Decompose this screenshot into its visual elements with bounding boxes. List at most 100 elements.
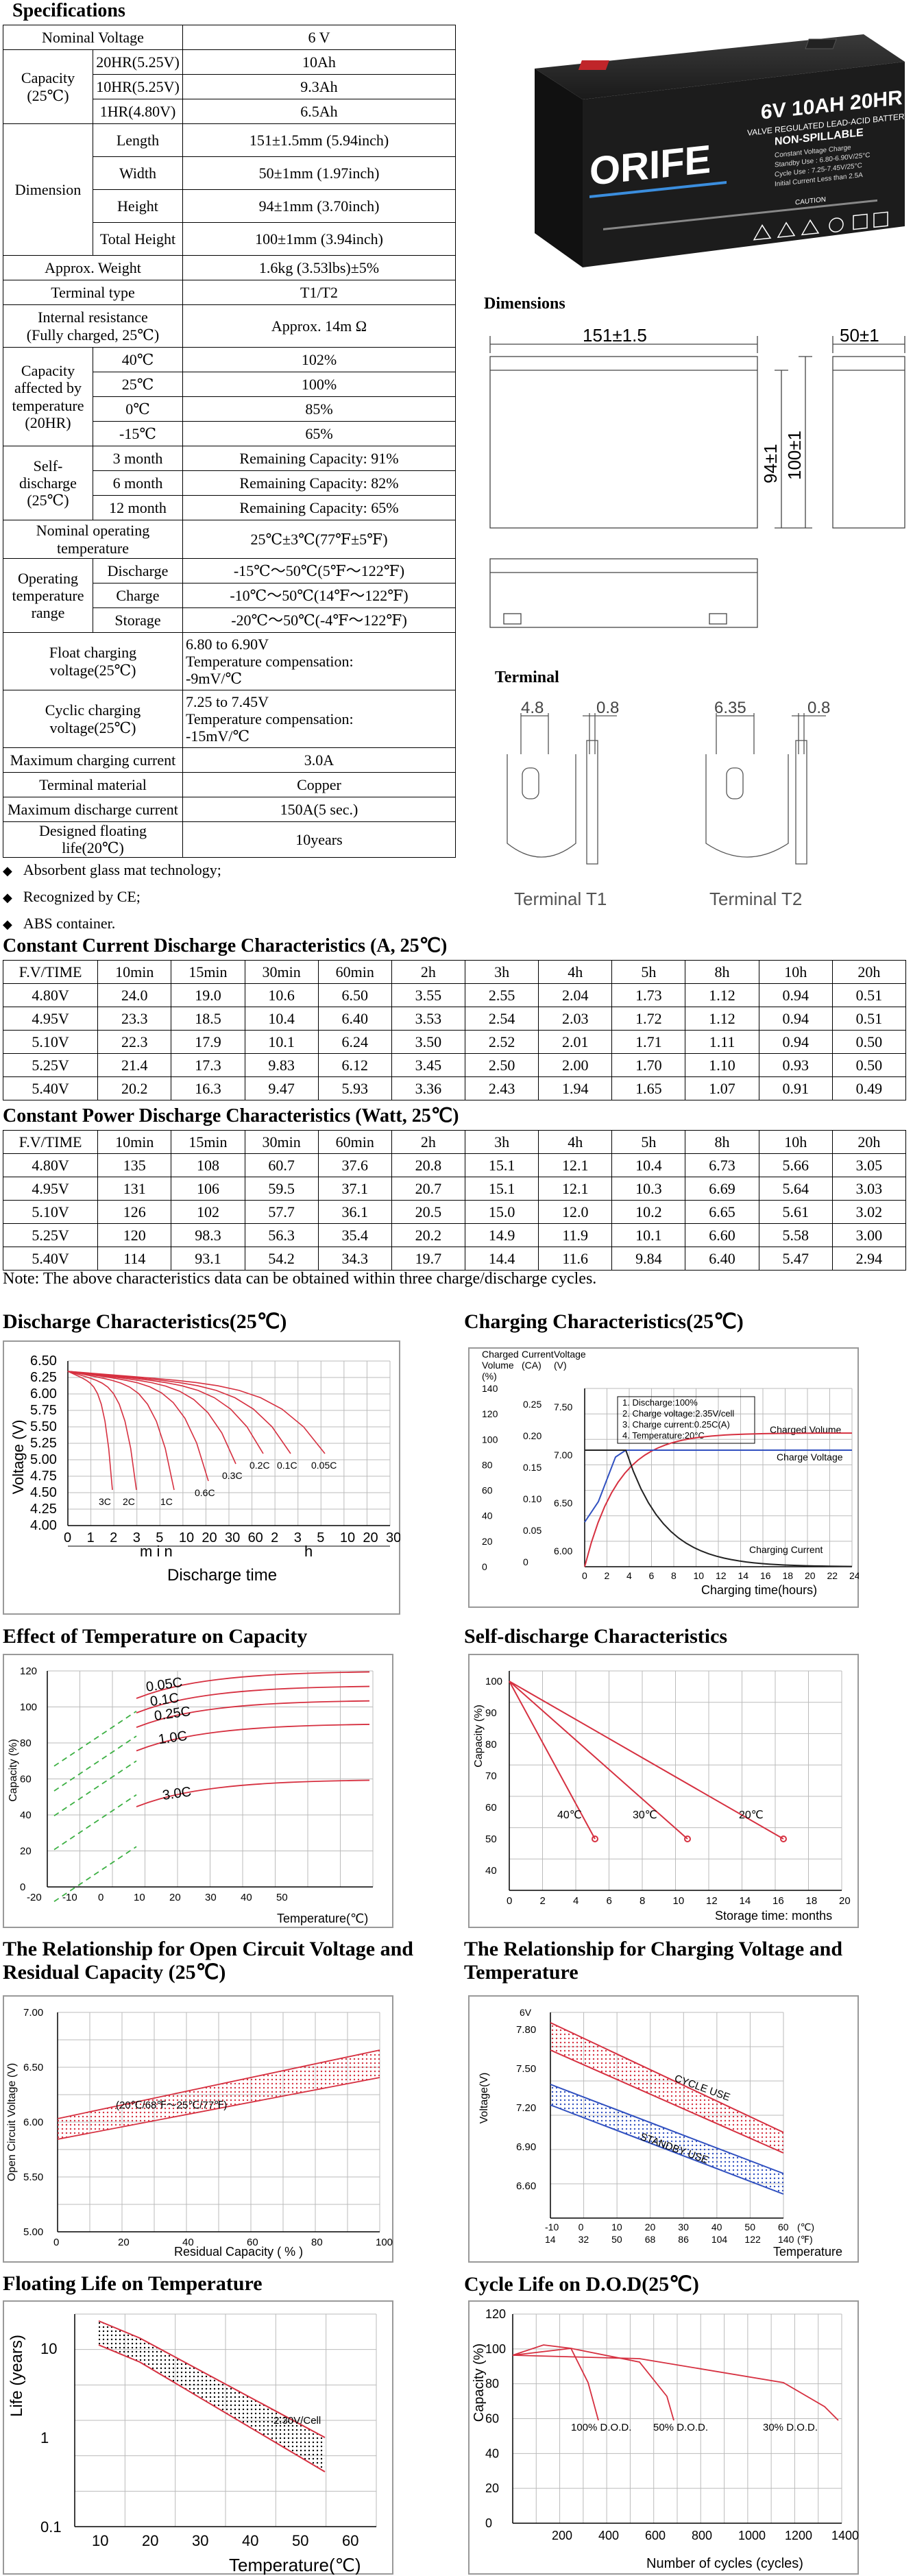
op-range-t: Charge bbox=[93, 583, 183, 608]
x-tick-label: 10 bbox=[673, 1895, 685, 1907]
x-tick-label: 20 bbox=[118, 2237, 130, 2248]
y-tick-label: 40 bbox=[20, 1809, 32, 1821]
x-axis-label: Number of cycles (cycles) bbox=[646, 2556, 803, 2571]
dim-name: Length bbox=[93, 123, 183, 157]
table-cell: 20.7 bbox=[391, 1177, 465, 1201]
curve-label: 30% D.O.D. bbox=[763, 2422, 818, 2433]
y-tick-label: 10 bbox=[40, 2340, 57, 2357]
x-tick-label: 100 bbox=[376, 2237, 393, 2248]
table-cell: 22.3 bbox=[97, 1030, 172, 1054]
x-tick-label: 10 bbox=[179, 1530, 194, 1545]
cap-value: 10Ah bbox=[182, 49, 456, 75]
table-row: 4.95V 131 106 59.5 37.1 20.7 15.1 12.1 10.3 6.69 5… bbox=[2, 1177, 907, 1201]
y-tick-label: 6.90 bbox=[516, 2141, 536, 2153]
table-cell: 10.1 bbox=[611, 1223, 686, 1247]
float-life-title: Floating Life on Temperature bbox=[3, 2272, 263, 2295]
y1-tick-label: 0 bbox=[482, 1561, 487, 1572]
table-cell: 9.84 bbox=[611, 1247, 686, 1271]
x-tick-label: 40 bbox=[182, 2237, 194, 2248]
curve-label: 40℃ bbox=[557, 1809, 582, 1821]
x-tick-label: 0 bbox=[98, 1892, 104, 1903]
ocv-title: The Relationship for Open Circuit Voltag… bbox=[3, 1938, 413, 1984]
table-cell: 114 bbox=[97, 1247, 172, 1271]
float-value: 6.80 to 6.90V Temperature compensation: -9… bbox=[182, 632, 456, 690]
band-label: 2.30V/Cell bbox=[273, 2415, 321, 2427]
y-tick-label: 6.25 bbox=[30, 1370, 57, 1385]
y-tick-label: 100 bbox=[20, 1702, 37, 1713]
x-tick-label: 0 bbox=[582, 1570, 587, 1581]
temp-curve-green bbox=[53, 1735, 137, 1792]
self-discharge-line bbox=[509, 1681, 784, 1840]
table-row: 5.25V 120 98.3 56.3 35.4 20.2 14.9 11.9 10.1 6.60… bbox=[2, 1223, 907, 1247]
curve-label: 100% D.O.D. bbox=[571, 2422, 631, 2433]
table-cell: 2.55 bbox=[464, 983, 539, 1007]
chart-frame bbox=[468, 2300, 859, 2575]
cap-rate: 10HR(5.25V) bbox=[93, 74, 183, 99]
table-cell: 60.7 bbox=[244, 1153, 319, 1177]
table-cell: 11.9 bbox=[538, 1223, 613, 1247]
unit-c-label: (℃) bbox=[797, 2222, 814, 2232]
h-label: h bbox=[304, 1543, 313, 1560]
nominal-voltage: 6 V bbox=[182, 25, 456, 50]
y3-tick-label: 7.50 bbox=[554, 1401, 572, 1412]
table-cell: 0.94 bbox=[758, 983, 833, 1007]
table-cell: 3h bbox=[464, 960, 539, 984]
spec-title: Specifications bbox=[12, 0, 125, 21]
temp-curve-red bbox=[136, 1700, 370, 1729]
discharge-curve bbox=[67, 1371, 113, 1491]
y-tick-label: 5.25 bbox=[30, 1436, 57, 1451]
x-tick-label: 20 bbox=[363, 1530, 378, 1545]
x-tick-f: 86 bbox=[678, 2234, 689, 2245]
x-tick-c: 10 bbox=[611, 2222, 622, 2232]
table-note: Note: The above characteristics data can… bbox=[3, 1270, 597, 1288]
y-tick-label: 7.50 bbox=[516, 2063, 536, 2075]
temp-curve-green bbox=[53, 1760, 137, 1816]
cap-temp-v: 65% bbox=[182, 421, 456, 446]
t2-label: Terminal T2 bbox=[709, 889, 802, 909]
feature-item: Recognized by CE; bbox=[3, 884, 221, 911]
x-tick-f: 32 bbox=[579, 2234, 589, 2245]
y-tick-label: 100 bbox=[485, 1676, 502, 1687]
table-cell: 2h bbox=[391, 1130, 465, 1154]
cc-discharge-table: F.V/TIME 10min 15min 30min 60min 2h 3h 4h 5h 8h 10… bbox=[2, 960, 907, 1100]
table-cell: 3.03 bbox=[831, 1177, 907, 1201]
table-cell: 0.94 bbox=[758, 1007, 833, 1031]
chart-note: 3. Charge current:0.25C(A) bbox=[622, 1419, 730, 1430]
table-cell: 3.05 bbox=[831, 1153, 907, 1177]
cyclic-label: Cyclic charging voltage(25℃) bbox=[3, 690, 183, 748]
table-cell: 20h bbox=[831, 1130, 907, 1154]
x-tick-label: 5 bbox=[317, 1530, 324, 1545]
table-cell: 57.7 bbox=[244, 1200, 319, 1224]
curve-label: 0.2C bbox=[249, 1460, 270, 1471]
caution-text: CAUTION bbox=[795, 196, 826, 207]
float-band bbox=[99, 2321, 325, 2472]
y-tick-label: 60 bbox=[485, 2412, 499, 2426]
table-cell: 60min bbox=[317, 1130, 392, 1154]
resistance-value: Approx. 14m Ω bbox=[182, 304, 456, 348]
y-axis-label: Capacity (%) bbox=[8, 1739, 19, 1802]
table-cell: 10h bbox=[758, 960, 833, 984]
table-cell: 2.52 bbox=[464, 1030, 539, 1054]
x-tick-label: 10 bbox=[92, 2532, 108, 2549]
dim-value: 50±1mm (1.97inch) bbox=[182, 156, 456, 190]
table-cell: 5.93 bbox=[317, 1076, 392, 1100]
table-cell: 5.58 bbox=[758, 1223, 833, 1247]
y-tick-label: 0.1 bbox=[40, 2518, 62, 2536]
table-row: 5.10V 126 102 57.7 36.1 20.5 15.0 12.0 10.2 6.65 5… bbox=[2, 1200, 907, 1224]
table-cell: 5.64 bbox=[758, 1177, 833, 1201]
table-cell: 4.95V bbox=[2, 1177, 99, 1201]
x-tick-f: 122 bbox=[744, 2234, 761, 2245]
chart-frame bbox=[468, 1654, 859, 1928]
y1-tick-label: 60 bbox=[482, 1485, 493, 1496]
x-tick-label: 1000 bbox=[738, 2529, 766, 2542]
terminal-red bbox=[578, 60, 609, 70]
x-tick-label: 4 bbox=[626, 1570, 632, 1581]
x-axis-label: Storage time: months bbox=[715, 1909, 832, 1923]
x-tick-label: 16 bbox=[772, 1895, 784, 1907]
op-range-label: Operating temperature range bbox=[3, 558, 93, 633]
x-tick-label: 20 bbox=[839, 1895, 851, 1907]
table-cell: 2.00 bbox=[538, 1053, 613, 1077]
table-cell: 35.4 bbox=[317, 1223, 392, 1247]
table-cell: 0.49 bbox=[831, 1076, 907, 1100]
x-axis-label: Discharge time bbox=[167, 1566, 277, 1585]
